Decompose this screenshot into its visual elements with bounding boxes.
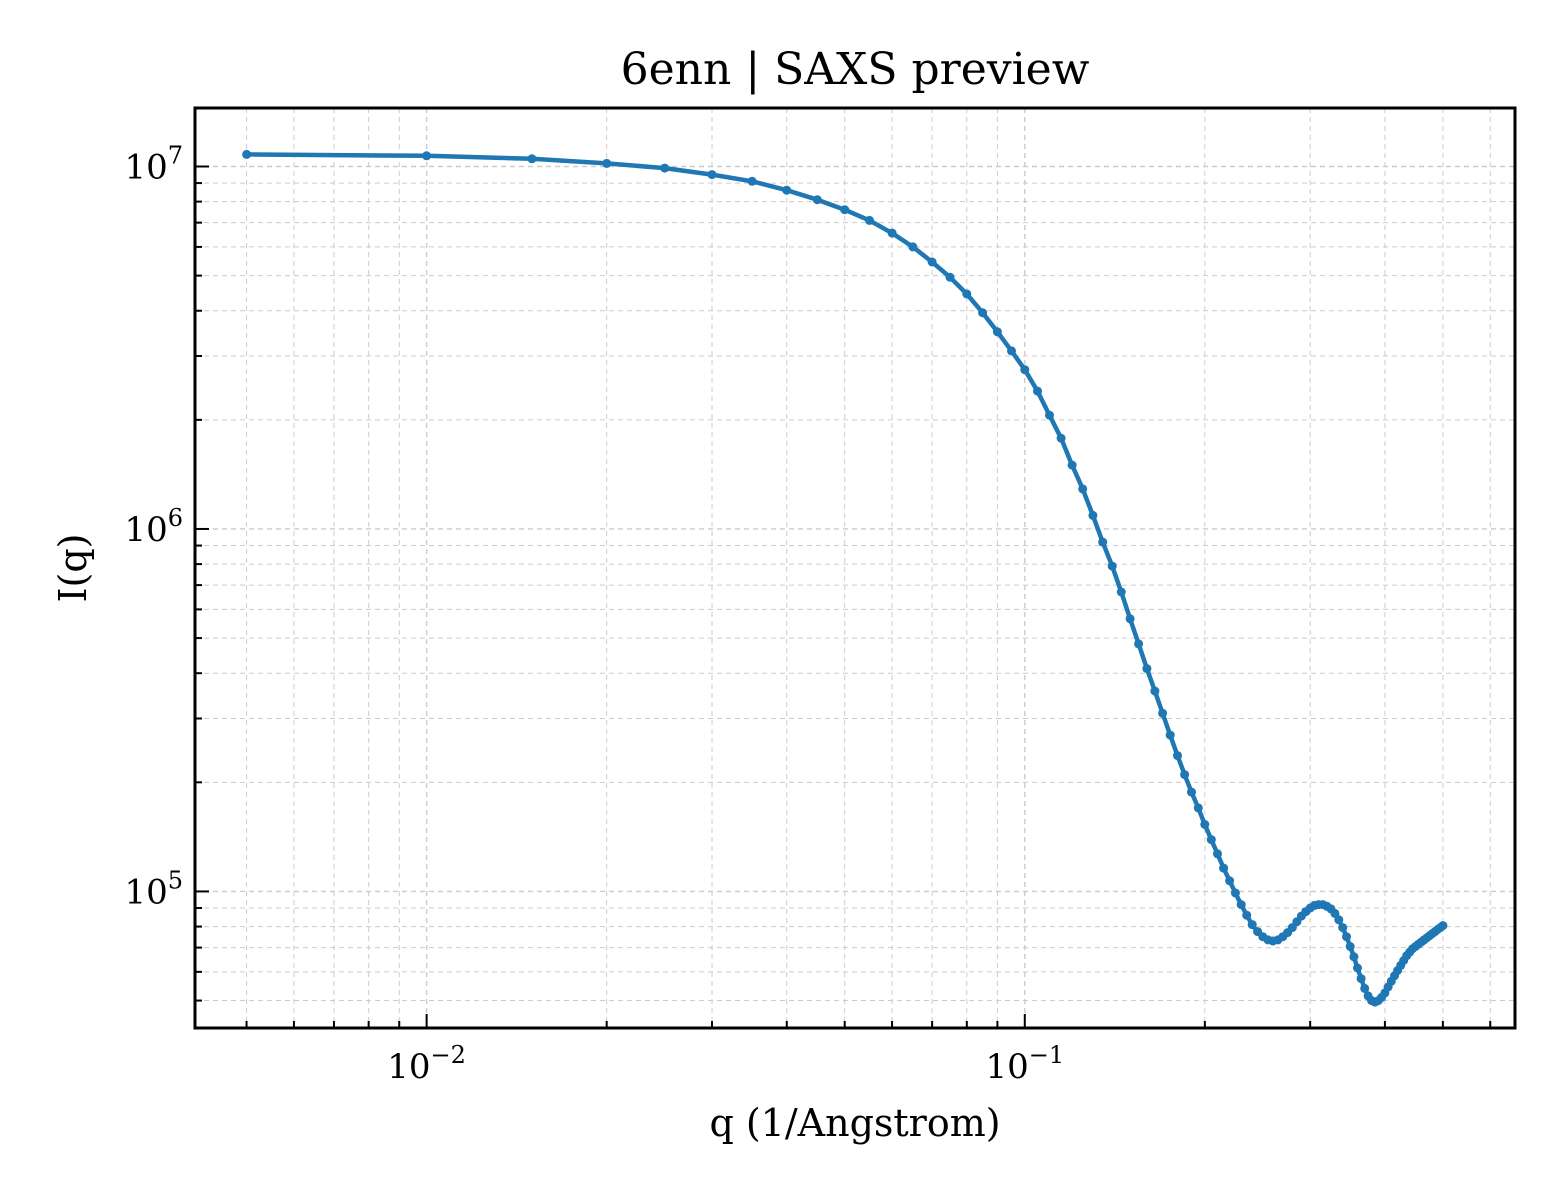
data-point [1193, 803, 1203, 813]
x-tick-label: 10−1 [985, 1041, 1064, 1087]
data-point [1200, 820, 1210, 829]
data-point [1078, 484, 1088, 494]
x-axis-label: q (1/Angstrom) [709, 1101, 1000, 1145]
data-point [1225, 876, 1235, 886]
data-point [1353, 963, 1362, 973]
data-point [1134, 639, 1144, 649]
data-point [945, 272, 955, 282]
data-point [1142, 664, 1152, 674]
data-point [602, 158, 612, 168]
data-point [1342, 932, 1351, 942]
data-point [812, 195, 822, 205]
data-point [1045, 410, 1054, 420]
data-point [1056, 433, 1066, 443]
y-tick-label: 107 [124, 141, 183, 187]
data-point [1206, 835, 1216, 845]
data-point [1020, 365, 1030, 375]
data-point [1098, 537, 1108, 547]
data-point [1033, 386, 1042, 396]
x-tick-label: 10−2 [387, 1041, 466, 1087]
plot-frame [193, 106, 1517, 1030]
data-point [1334, 915, 1344, 925]
data-point [1187, 787, 1196, 797]
data-point [908, 242, 918, 252]
y-axis-label: I(q) [51, 534, 95, 603]
data-point [887, 228, 897, 238]
data-point [1067, 460, 1077, 470]
data-point [978, 308, 988, 318]
data-point [1360, 983, 1370, 993]
series-group [242, 149, 1448, 1007]
data-point [1438, 921, 1448, 931]
data-point [422, 151, 432, 161]
data-point [962, 289, 972, 299]
data-point [865, 215, 874, 225]
y-tick-label: 105 [124, 866, 183, 912]
data-point [1236, 900, 1246, 910]
data-point [1356, 974, 1366, 984]
data-point [1158, 708, 1168, 718]
data-point [1007, 346, 1016, 356]
data-point [527, 154, 537, 164]
y-tick-label: 106 [124, 504, 183, 550]
data-point [1230, 888, 1240, 898]
data-point [660, 163, 670, 173]
data-point [1116, 587, 1126, 597]
data-point [1247, 920, 1257, 930]
data-point [242, 149, 252, 159]
data-point [782, 185, 792, 195]
ticks: 10−2 10−1 105 106 107 [124, 141, 1492, 1087]
chart-title: 6enn | SAXS preview [621, 44, 1090, 95]
data-point [1107, 561, 1117, 571]
data-point [1180, 770, 1190, 780]
data-point [747, 176, 757, 186]
data-point [1242, 910, 1252, 920]
data-point [1213, 849, 1222, 859]
data-point [840, 205, 850, 215]
data-point [1338, 923, 1348, 933]
data-point [707, 170, 717, 180]
data-point [1219, 863, 1229, 873]
data-point [927, 257, 937, 267]
data-point [1345, 942, 1355, 951]
data-point [1165, 730, 1175, 740]
data-point [1088, 510, 1098, 520]
data-point [992, 327, 1002, 337]
data-point [1349, 952, 1359, 962]
data-point [1125, 614, 1135, 624]
data-point [1173, 751, 1182, 761]
data-point [1150, 686, 1160, 696]
